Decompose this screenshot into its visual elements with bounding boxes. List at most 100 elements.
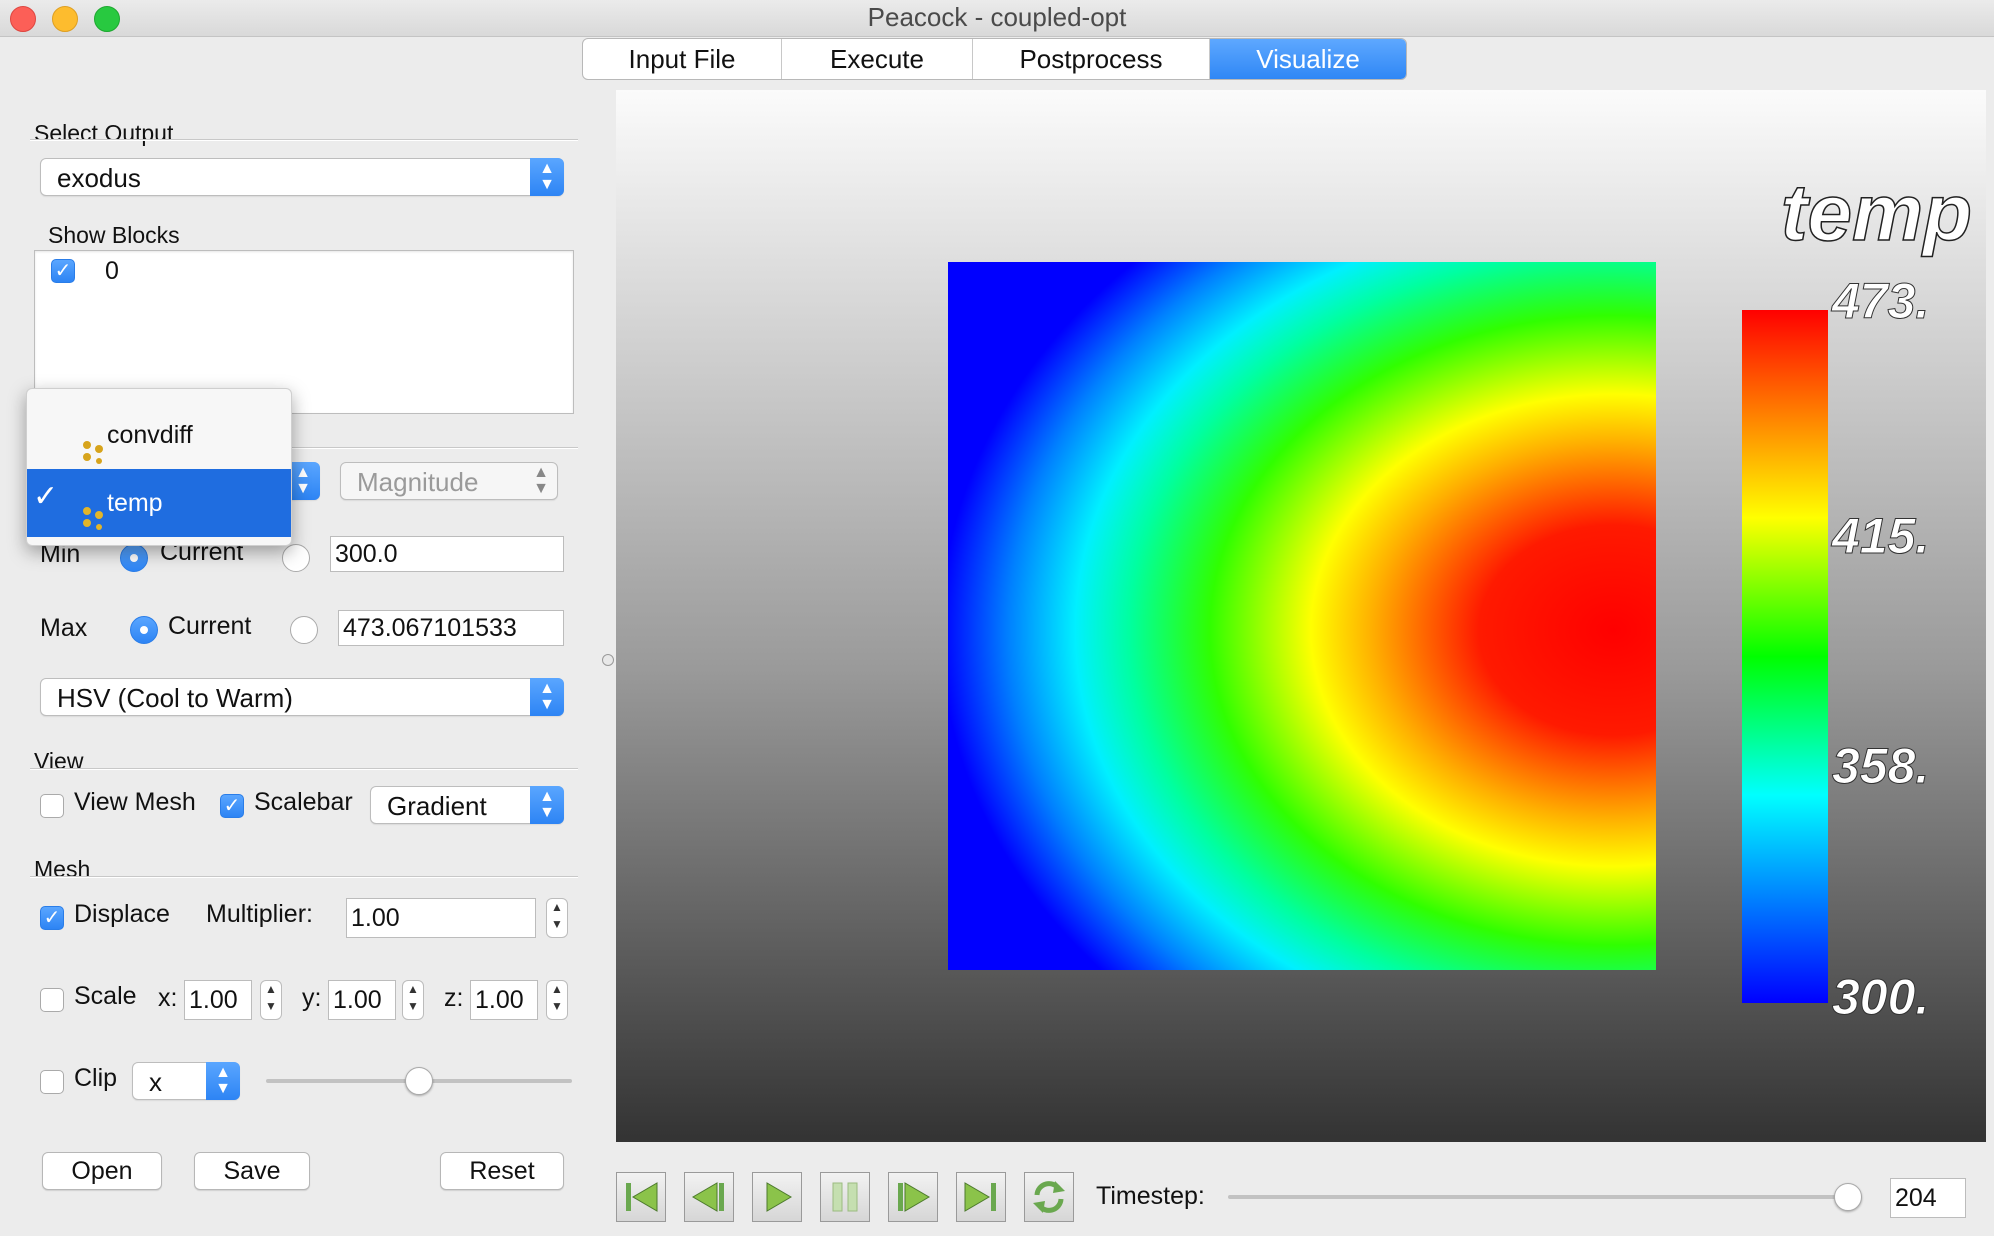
timestep-slider-track[interactable] xyxy=(1228,1195,1862,1199)
timestep-label: Timestep: xyxy=(1096,1182,1205,1210)
reset-button[interactable]: Reset xyxy=(440,1152,564,1190)
scale-z-field[interactable]: 1.00 xyxy=(470,980,538,1020)
first-frame-button[interactable] xyxy=(616,1172,666,1222)
max-custom-radio[interactable] xyxy=(290,616,318,644)
colormap-select[interactable]: HSV (Cool to Warm) ▲ ▼ xyxy=(40,678,564,716)
min-value-field[interactable]: 300.0 xyxy=(330,536,564,572)
pause-button[interactable] xyxy=(820,1172,870,1222)
tab-visualize[interactable]: Visualize xyxy=(1210,39,1406,79)
scalebar-label: 415. xyxy=(1831,508,1929,564)
max-label: Max xyxy=(40,614,88,642)
scale-label: Scale xyxy=(74,982,137,1010)
dropdown-item-label: convdiff xyxy=(107,421,193,449)
scalebar-label: 473. xyxy=(1831,273,1929,329)
loop-icon xyxy=(1033,1181,1065,1213)
last-frame-icon xyxy=(964,1182,996,1212)
background-select[interactable]: Gradient ▲ ▼ xyxy=(370,786,564,824)
group-divider xyxy=(30,876,578,878)
tab-input-file[interactable]: Input File xyxy=(583,39,782,79)
scalebar-checkbox[interactable]: ✓ xyxy=(220,794,244,818)
minimize-window-button[interactable] xyxy=(52,6,78,32)
scale-y-field[interactable]: 1.00 xyxy=(328,980,396,1020)
close-window-button[interactable] xyxy=(10,6,36,32)
timestep-field[interactable]: 204 xyxy=(1890,1178,1966,1218)
tab-bar: Input File Execute Postprocess Visualize xyxy=(582,38,1407,80)
clip-axis-select[interactable]: x ▲ ▼ xyxy=(132,1062,240,1100)
view-header: View xyxy=(34,748,84,774)
open-button[interactable]: Open xyxy=(42,1152,162,1190)
max-current-label: Current xyxy=(168,612,252,640)
scale-x-stepper[interactable]: ▲ ▼ xyxy=(260,980,282,1020)
group-divider xyxy=(30,768,578,770)
select-output-header: Select Output xyxy=(34,120,174,146)
dropdown-item-convdiff[interactable]: convdiff xyxy=(27,401,291,469)
scalebar-label: 358. xyxy=(1832,738,1929,794)
scalebar-title: temp xyxy=(1781,168,1972,257)
min-current-radio[interactable] xyxy=(120,544,148,572)
tab-execute[interactable]: Execute xyxy=(782,39,973,79)
scale-z-label: z: xyxy=(444,984,464,1012)
updown-chevron-icon: ▲ ▼ xyxy=(206,1062,240,1100)
scalebar-label: 300. xyxy=(1832,969,1929,1025)
clip-axis-value: x xyxy=(149,1067,162,1097)
splitter-handle[interactable] xyxy=(602,654,614,666)
step-back-icon xyxy=(692,1182,724,1212)
colormap-select-value: HSV (Cool to Warm) xyxy=(57,683,293,713)
updown-chevron-icon: ▲ ▼ xyxy=(533,464,549,497)
variable-icon xyxy=(81,423,107,464)
component-select: Magnitude ▲ ▼ xyxy=(340,462,558,500)
temperature-field xyxy=(948,262,1656,970)
checkmark-icon: ✓ xyxy=(33,480,59,513)
step-back-button[interactable] xyxy=(684,1172,734,1222)
max-current-radio[interactable] xyxy=(130,616,158,644)
clip-checkbox[interactable] xyxy=(40,1070,64,1094)
clip-slider-handle[interactable] xyxy=(405,1067,433,1095)
maximize-window-button[interactable] xyxy=(94,6,120,32)
updown-chevron-icon: ▲ ▼ xyxy=(530,678,564,716)
scale-checkbox[interactable] xyxy=(40,988,64,1012)
max-value-field[interactable]: 473.067101533 xyxy=(338,610,564,646)
variable-icon xyxy=(81,489,107,530)
window-title: Peacock - coupled-opt xyxy=(867,2,1127,32)
mesh-header: Mesh xyxy=(34,856,91,882)
tab-postprocess[interactable]: Postprocess xyxy=(973,39,1210,79)
min-custom-radio[interactable] xyxy=(282,544,310,572)
multiplier-stepper[interactable]: ▲ ▼ xyxy=(546,898,568,938)
multiplier-field[interactable]: 1.00 xyxy=(346,898,536,938)
play-icon xyxy=(766,1182,792,1212)
save-button[interactable]: Save xyxy=(194,1152,310,1190)
scalebar-color-bar xyxy=(1742,310,1828,1003)
temperature-contour-plot: temp 473. 415. 358. 300. xyxy=(948,167,1973,1026)
view-mesh-checkbox[interactable] xyxy=(40,794,64,818)
render-viewport[interactable]: temp 473. 415. 358. 300. xyxy=(616,90,1986,1142)
view-mesh-label: View Mesh xyxy=(74,788,196,816)
blocks-list: ✓ 0 xyxy=(34,250,574,414)
displace-label: Displace xyxy=(74,900,170,928)
scale-x-label: x: xyxy=(158,984,178,1012)
pause-icon xyxy=(832,1182,858,1212)
scale-y-stepper[interactable]: ▲ ▼ xyxy=(402,980,424,1020)
clip-label: Clip xyxy=(74,1064,118,1092)
background-select-value: Gradient xyxy=(387,791,487,821)
multiplier-label: Multiplier: xyxy=(206,900,313,928)
timestep-slider-handle[interactable] xyxy=(1834,1183,1862,1211)
group-divider xyxy=(30,447,578,449)
displace-checkbox[interactable]: ✓ xyxy=(40,906,64,930)
scalebar-label: Scalebar xyxy=(254,788,353,816)
output-select[interactable]: exodus ▲ ▼ xyxy=(40,158,564,196)
scale-x-field[interactable]: 1.00 xyxy=(184,980,252,1020)
loop-button[interactable] xyxy=(1024,1172,1074,1222)
dropdown-item-label: temp xyxy=(107,489,163,517)
dropdown-item-temp[interactable]: ✓ temp xyxy=(27,469,291,537)
show-blocks-header: Show Blocks xyxy=(48,222,180,248)
play-button[interactable] xyxy=(752,1172,802,1222)
last-frame-button[interactable] xyxy=(956,1172,1006,1222)
step-forward-icon xyxy=(898,1182,930,1212)
group-divider xyxy=(30,139,578,141)
step-forward-button[interactable] xyxy=(888,1172,938,1222)
block-checkbox[interactable]: ✓ xyxy=(51,259,75,283)
updown-chevron-icon: ▲ ▼ xyxy=(530,158,564,196)
title-bar xyxy=(0,0,1994,37)
scale-y-label: y: xyxy=(302,984,322,1012)
scale-z-stepper[interactable]: ▲ ▼ xyxy=(546,980,568,1020)
